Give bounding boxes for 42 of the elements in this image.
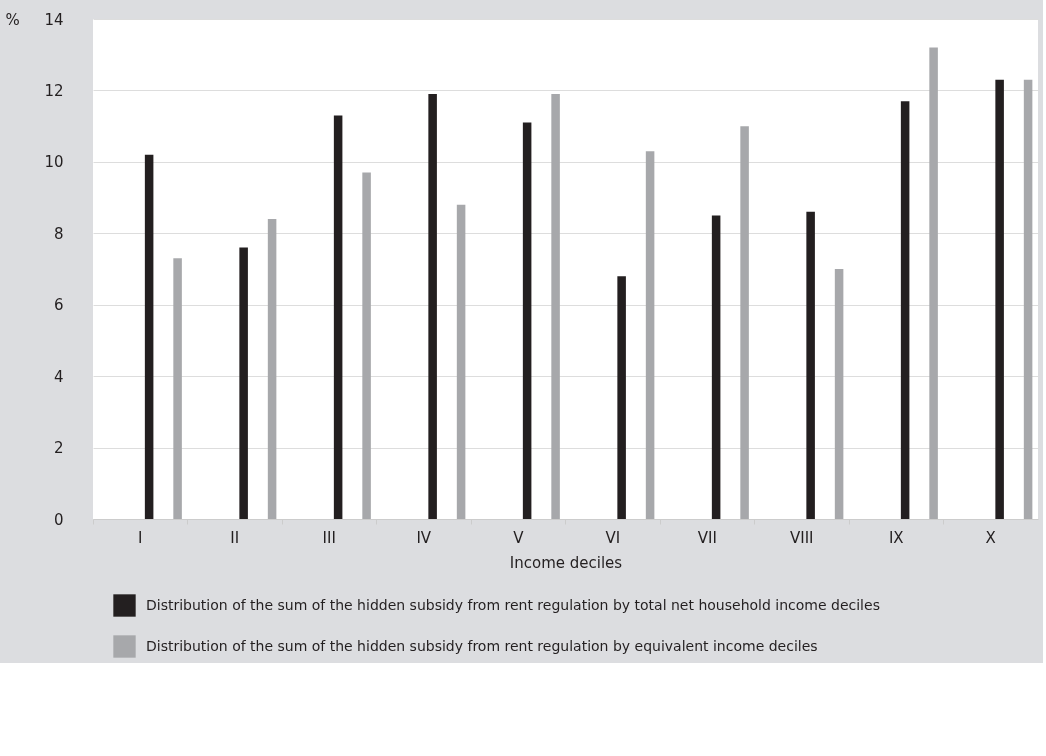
x-tick-label: VI: [605, 528, 621, 547]
x-tick-label: IV: [416, 528, 432, 547]
bar: [428, 94, 437, 519]
y-tick-label: 4: [53, 367, 64, 386]
y-tick-label: 0: [53, 510, 64, 529]
y-tick-label: 8: [53, 224, 64, 243]
bar: [740, 126, 749, 519]
bar: [239, 247, 248, 519]
bar: [173, 258, 182, 519]
x-tick-label: II: [230, 528, 240, 547]
bar: [617, 276, 626, 519]
x-tick-label: I: [138, 528, 143, 547]
y-axis-title: %: [5, 10, 20, 29]
bar: [834, 269, 844, 519]
y-tick-label: 2: [53, 439, 64, 458]
x-tick-label: VIII: [789, 528, 814, 547]
bar: [995, 79, 1004, 519]
bar: [362, 172, 371, 519]
bar: [645, 151, 655, 519]
y-tick-label: 12: [44, 81, 64, 100]
x-tick-label: VII: [697, 528, 717, 547]
bar: [900, 101, 910, 519]
bar: [806, 211, 815, 519]
bar: [1023, 79, 1033, 519]
bar: [929, 47, 938, 519]
bar: [333, 115, 343, 519]
x-tick-label: V: [513, 528, 525, 547]
y-tick-label: 10: [44, 153, 64, 172]
bar: [267, 219, 277, 519]
y-tick-label: 14: [44, 10, 64, 29]
bar: [144, 154, 154, 519]
x-tick-label: III: [322, 528, 336, 547]
bar: [711, 215, 721, 519]
y-tick-label: 6: [53, 296, 64, 315]
bar: [522, 122, 532, 519]
legend-label: Distribution of the sum of the hidden subsidy from rent regulation by total net household income deciles: [146, 596, 880, 613]
x-tick-label: IX: [888, 528, 904, 547]
bar: [551, 94, 560, 519]
legend-label: Distribution of the sum of the hidden subsidy from rent regulation by equivalent income deciles: [146, 637, 818, 654]
bar: [456, 204, 466, 519]
x-tick-label: X: [985, 528, 996, 547]
x-axis-title: Income deciles: [509, 553, 623, 572]
